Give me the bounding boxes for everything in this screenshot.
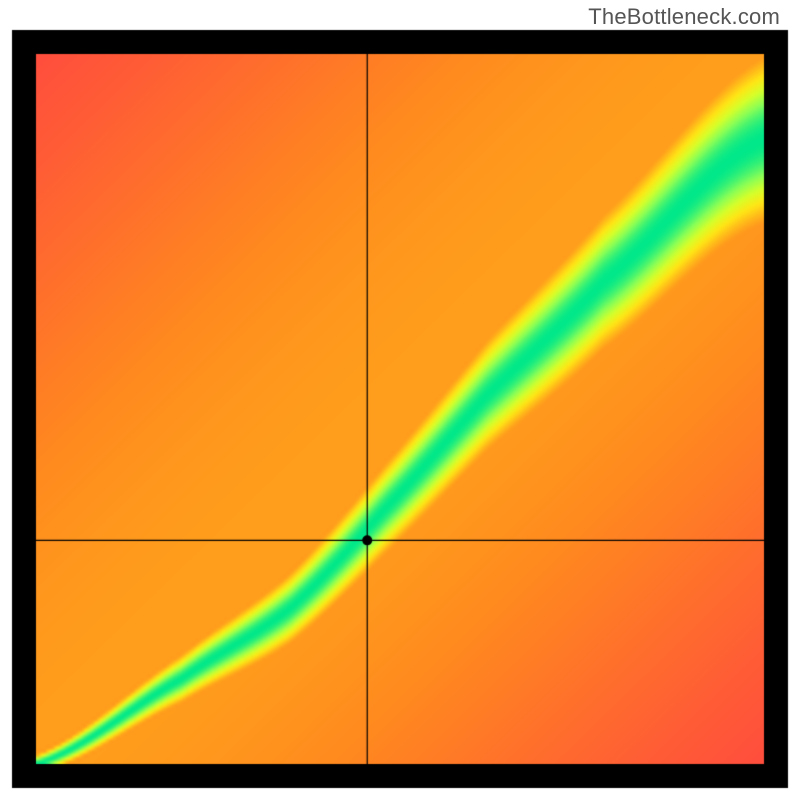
chart-root: { "watermark": "TheBottleneck.com", "cha…: [0, 0, 800, 800]
watermark-text: TheBottleneck.com: [588, 4, 780, 30]
heatmap-canvas: [0, 0, 800, 800]
